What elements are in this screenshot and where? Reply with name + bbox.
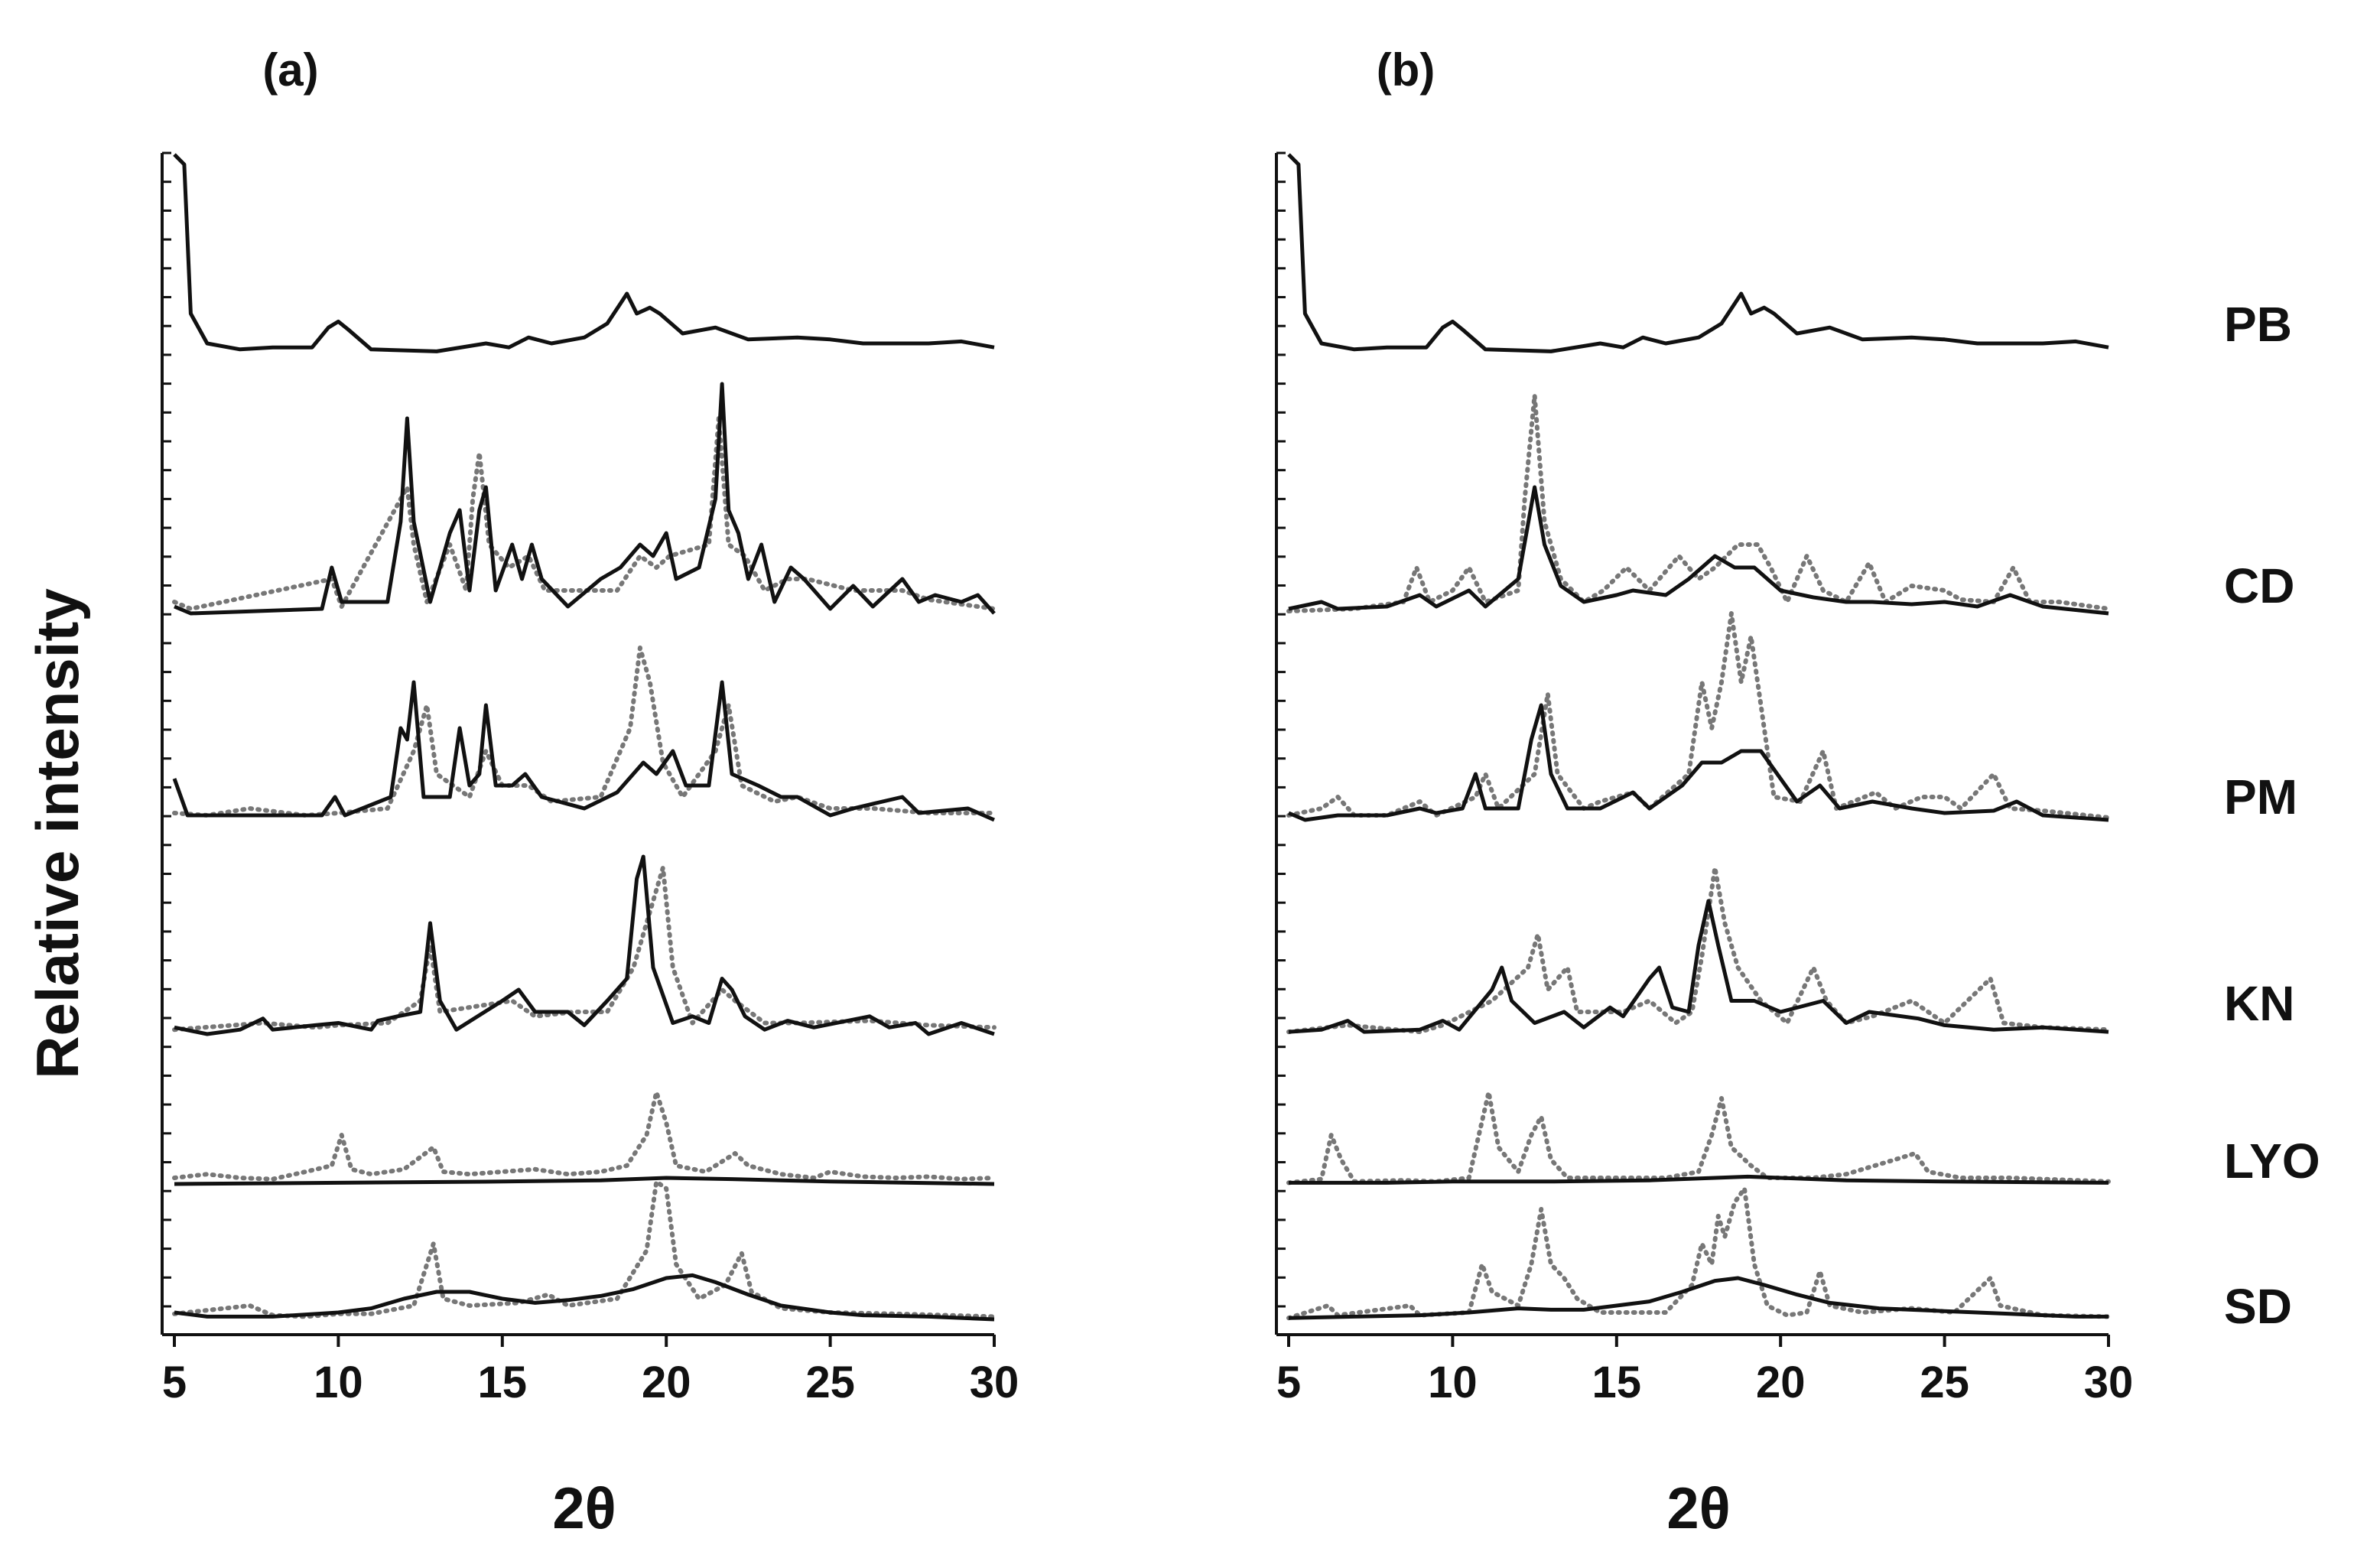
x-tick-label: 20: [642, 1358, 691, 1407]
trace-pb: [1287, 153, 2109, 353]
series-solid-pm: [172, 680, 996, 822]
trace-sd: [172, 1179, 997, 1322]
sample-label-lyo: LYO: [2224, 1134, 2320, 1189]
sample-label-pm: PM: [2224, 769, 2297, 825]
trace-kn: [172, 854, 997, 1036]
series-dotted-pm: [1286, 611, 2111, 820]
series-solid-kn: [174, 854, 995, 1036]
x-tick-label: 15: [478, 1358, 528, 1407]
series-dotted-kn: [172, 865, 997, 1033]
series-dotted-cd: [1286, 393, 2111, 613]
sample-label-cd: CD: [2224, 558, 2294, 613]
series-dotted-sd: [172, 1179, 997, 1319]
series-solid-sd: [174, 1273, 995, 1322]
series-dotted-pm: [172, 646, 997, 818]
x-tick-label: 20: [1756, 1358, 1806, 1407]
panel-label: (b): [1377, 44, 1435, 96]
series-dotted-sd: [1286, 1186, 2111, 1321]
trace-sd: [1286, 1186, 2111, 1321]
panel-label: (a): [262, 44, 318, 96]
series-solid-cd: [174, 382, 996, 616]
x-axis-title: 2θ: [552, 1476, 616, 1541]
series-solid-lyo: [1289, 1174, 2109, 1185]
trace-lyo: [1286, 1090, 2111, 1186]
trace-cd: [1286, 393, 2111, 616]
x-tick-label: 15: [1592, 1358, 1642, 1407]
trace-pm: [172, 646, 997, 822]
x-tick-label: 5: [1276, 1358, 1301, 1407]
x-tick-label: 30: [2084, 1358, 2134, 1407]
sample-label-kn: KN: [2224, 976, 2294, 1031]
series-dotted-lyo: [1286, 1090, 2111, 1186]
x-tick-label: 25: [805, 1358, 855, 1407]
trace-kn: [1286, 865, 2111, 1035]
series-solid-lyo: [174, 1176, 995, 1186]
x-axis-title: 2θ: [1666, 1476, 1730, 1541]
series-dotted-lyo: [172, 1090, 997, 1182]
y-axis-title: Relative intensity: [24, 588, 91, 1079]
series-solid-kn: [1288, 899, 2109, 1034]
x-tick-label: 25: [1920, 1358, 1969, 1407]
series-dotted-cd: [172, 416, 997, 611]
trace-cd: [172, 382, 997, 616]
x-tick-label: 5: [162, 1358, 187, 1407]
series-solid-pb: [173, 153, 995, 353]
panel-b: (b) 5 10 15 20 25 30 2θ: [1275, 44, 2134, 1541]
trace-pb: [173, 153, 995, 353]
x-tick-label: 10: [1428, 1358, 1478, 1407]
series-solid-pm: [1288, 703, 2109, 822]
trace-lyo: [172, 1090, 997, 1186]
sample-label-sd: SD: [2224, 1279, 2292, 1334]
series-solid-cd: [1288, 485, 2109, 616]
panel-a: (a) 5 10 15 20 25 30 2θ: [161, 44, 1019, 1541]
sample-label-pb: PB: [2224, 297, 2292, 352]
x-tick-label: 30: [970, 1358, 1019, 1407]
trace-pm: [1286, 611, 2111, 822]
series-solid-sd: [1288, 1276, 2109, 1320]
series-solid-pb: [1287, 153, 2109, 353]
x-tick-label: 10: [314, 1358, 363, 1407]
series-dotted-kn: [1286, 865, 2111, 1035]
